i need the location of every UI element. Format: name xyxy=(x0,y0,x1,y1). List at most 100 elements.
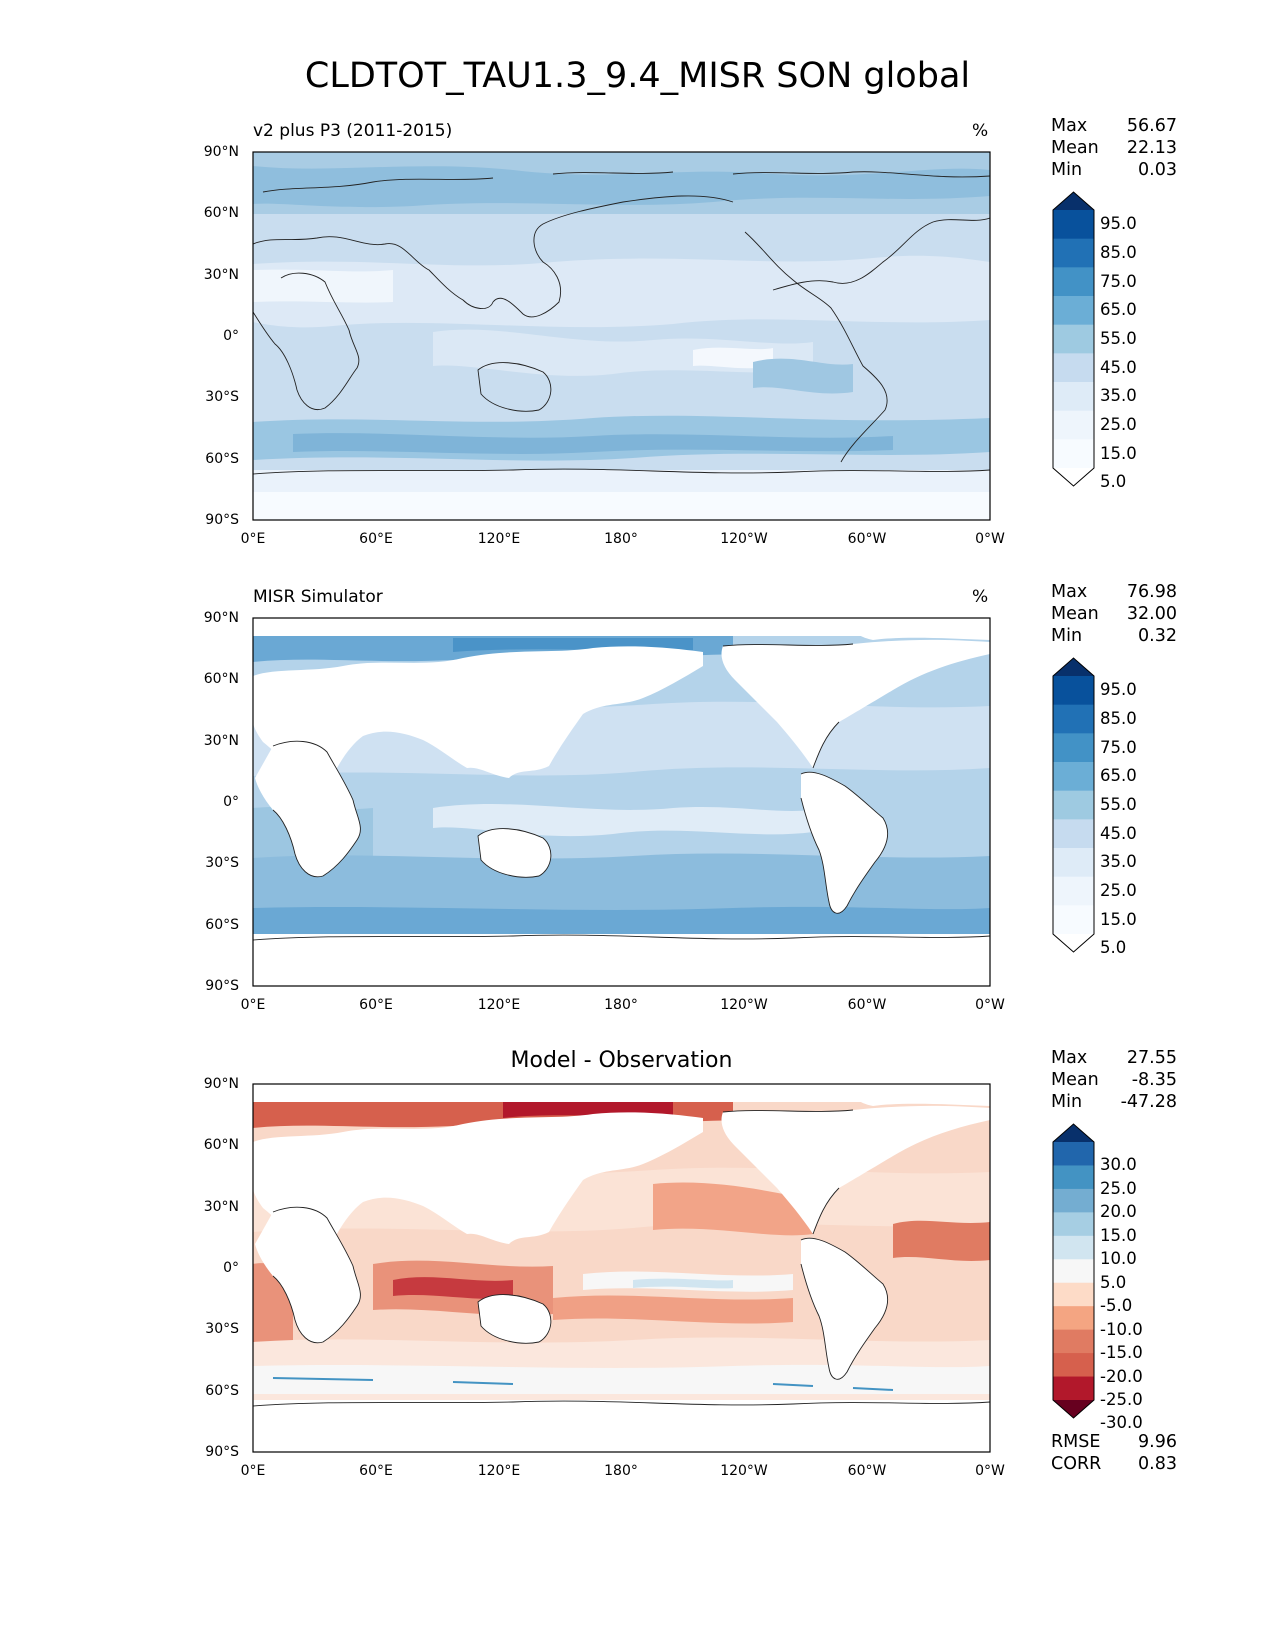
colorbar-outline xyxy=(1052,1123,1095,1419)
colorbar-tick-label: 65.0 xyxy=(1100,300,1137,320)
colorbar-tick-label: 25.0 xyxy=(1100,881,1137,900)
lon-tick: 120°W xyxy=(720,531,768,547)
lon-tick: 0°W xyxy=(975,997,1005,1013)
colorbar-tick-label: 10.0 xyxy=(1100,1249,1137,1269)
colorbar-segment xyxy=(1053,1329,1094,1354)
lon-tick: 0°W xyxy=(975,531,1005,547)
colorbar-segment xyxy=(1053,905,1094,935)
units-label: % xyxy=(972,121,989,141)
stat-label: Min xyxy=(1051,160,1083,180)
colorbar-segment xyxy=(1053,1188,1094,1213)
colorbar-tick-label: -10.0 xyxy=(1100,1319,1143,1339)
colorbar-tick-label: -25.0 xyxy=(1100,1390,1143,1409)
coastlines xyxy=(253,171,990,475)
colorbar-tick-label: 15.0 xyxy=(1100,443,1137,463)
colorbar-segment xyxy=(1053,210,1094,240)
stat-value: 32.00 xyxy=(1126,604,1177,624)
lon-tick: 120°E xyxy=(477,997,521,1013)
lat-tick: 30°N xyxy=(203,733,239,749)
colorbar-segment xyxy=(1053,1212,1094,1237)
panel-title: Model - Observation xyxy=(510,1048,733,1073)
colorbar-tick-label: 15.0 xyxy=(1100,1225,1137,1245)
lon-tick: 180° xyxy=(604,997,638,1013)
panel-title: MISR Simulator xyxy=(253,587,383,607)
lat-tick: 60°S xyxy=(205,1383,239,1399)
colorbar-segment xyxy=(1053,1165,1094,1190)
colorbar-tick-label: 55.0 xyxy=(1100,795,1137,814)
stat-label: Max xyxy=(1051,582,1088,602)
lon-tick: 60°E xyxy=(359,1463,393,1479)
colorbar-tick-label: 45.0 xyxy=(1100,823,1137,843)
lat-tick: 90°S xyxy=(205,978,239,994)
stats-box: Max 27.55 Mean -8.35 Min -47.28 xyxy=(1051,1047,1177,1113)
colorbar-segment xyxy=(1053,1353,1094,1378)
lon-tick: 180° xyxy=(604,531,638,547)
lat-tick: 60°S xyxy=(205,917,239,933)
coastlines xyxy=(253,1109,990,1407)
metrics-box: RMSE 9.96 CORR 0.83 xyxy=(1051,1431,1177,1475)
colorbar-segment xyxy=(1053,1282,1094,1307)
stat-label: Min xyxy=(1051,1092,1083,1112)
colorbar-tick-label: 75.0 xyxy=(1100,737,1137,757)
lat-tick: 90°S xyxy=(205,512,239,528)
stat-label: Max xyxy=(1051,116,1088,136)
lat-tick: 30°S xyxy=(205,389,239,405)
colorbar-segment xyxy=(1053,1306,1094,1331)
lat-tick: 90°N xyxy=(203,1076,239,1092)
map-frame xyxy=(252,617,991,987)
colorbar-extend-min xyxy=(1053,468,1094,486)
stat-label: Mean xyxy=(1051,138,1099,158)
lon-tick: 180° xyxy=(604,1463,638,1479)
lon-tick: 60°E xyxy=(359,531,393,547)
lat-tick: 30°S xyxy=(205,855,239,871)
map-difference xyxy=(252,1083,991,1453)
colorbar-segment xyxy=(1053,1235,1094,1260)
colorbar-tick-label: 95.0 xyxy=(1100,214,1137,234)
colorbar-tick-label: 45.0 xyxy=(1100,357,1137,377)
colorbar-tick-label: 55.0 xyxy=(1100,329,1137,348)
colorbar-segment xyxy=(1053,1142,1094,1166)
figure-title: CLDTOT_TAU1.3_9.4_MISR SON global xyxy=(304,56,971,96)
lat-tick: 30°N xyxy=(203,267,239,283)
lon-tick: 60°W xyxy=(847,1463,887,1479)
map-test xyxy=(252,151,991,521)
colorbar-tick-label: -20.0 xyxy=(1100,1366,1143,1386)
lat-tick: 60°N xyxy=(203,671,239,687)
colorbar-tick-label: 35.0 xyxy=(1100,852,1137,872)
stat-value: -47.28 xyxy=(1120,1092,1177,1112)
map-reference xyxy=(252,617,991,987)
stat-value: 56.67 xyxy=(1126,116,1177,136)
colorbar-tick-label: 25.0 xyxy=(1100,415,1137,434)
colorbar-segment xyxy=(1053,324,1094,354)
colorbar-segment xyxy=(1053,848,1094,878)
colorbar-segment xyxy=(1053,790,1094,820)
stats-box: Max 76.98 Mean 32.00 Min 0.32 xyxy=(1051,581,1177,647)
stat-value: 76.98 xyxy=(1126,582,1177,602)
colorbar-segment xyxy=(1053,676,1094,706)
lat-tick: 90°S xyxy=(205,1444,239,1460)
colorbar-segment xyxy=(1053,762,1094,792)
colorbar xyxy=(1052,1123,1095,1419)
colorbar-tick-label: 35.0 xyxy=(1100,386,1137,406)
panel-title: v2 plus P3 (2011-2015) xyxy=(253,121,453,141)
lat-tick: 0° xyxy=(223,1260,239,1276)
colorbar-tick-label: 75.0 xyxy=(1100,271,1137,291)
stat-value: 27.55 xyxy=(1126,1048,1177,1068)
colorbar-segment xyxy=(1053,704,1094,734)
lon-tick: 60°W xyxy=(847,531,887,547)
lat-tick: 60°N xyxy=(203,1137,239,1153)
stat-value: -8.35 xyxy=(1131,1070,1177,1090)
lon-tick: 120°W xyxy=(720,1463,768,1479)
colorbar-outline xyxy=(1052,657,1095,953)
colorbar-tick-label: 5.0 xyxy=(1100,938,1127,958)
colorbar-extend-max xyxy=(1053,658,1094,676)
metric-value: 9.96 xyxy=(1138,1432,1177,1452)
colorbar-segment xyxy=(1053,733,1094,763)
colorbar-tick-label: 85.0 xyxy=(1100,243,1137,262)
lat-tick: 90°N xyxy=(203,610,239,626)
stat-value: 22.13 xyxy=(1126,138,1177,158)
units-label: % xyxy=(972,587,989,607)
metric-value: 0.83 xyxy=(1138,1454,1177,1474)
lon-tick: 0°E xyxy=(240,997,266,1013)
stat-label: Mean xyxy=(1051,604,1099,624)
